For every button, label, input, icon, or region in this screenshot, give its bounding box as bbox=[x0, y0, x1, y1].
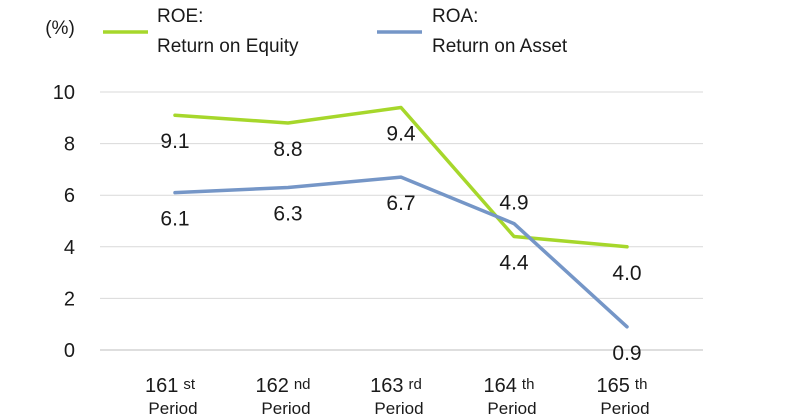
y-tick-label: 2 bbox=[64, 288, 75, 310]
data-label: 0.9 bbox=[612, 342, 641, 365]
data-label: 8.8 bbox=[273, 138, 302, 161]
legend-item-roe: ROE: Return on Equity bbox=[103, 6, 299, 57]
data-label: 6.1 bbox=[160, 208, 189, 231]
legend: ROE: Return on Equity ROA: Return on Ass… bbox=[103, 6, 568, 57]
legend-roe-line1: ROE: bbox=[157, 6, 203, 27]
y-axis: 0 2 4 6 8 10 bbox=[53, 82, 75, 362]
data-label: 4.0 bbox=[612, 262, 641, 285]
y-tick-label: 10 bbox=[53, 82, 75, 104]
data-label: 4.9 bbox=[499, 192, 528, 215]
x-tick-sublabel: Period bbox=[600, 399, 649, 418]
data-labels: 9.1 8.8 9.4 4.4 4.0 6.1 6.3 6.7 4.9 0.9 bbox=[160, 122, 641, 364]
legend-roa-line1: ROA: bbox=[432, 6, 478, 27]
y-tick-label: 0 bbox=[64, 340, 75, 362]
y-unit-label: (%) bbox=[45, 18, 75, 39]
x-tick-sublabel: Period bbox=[148, 399, 197, 418]
x-axis: 161 st Period 162 nd Period 163 rd Period 164 th Pe… bbox=[145, 375, 650, 418]
legend-item-roa: ROA: Return on Asset bbox=[377, 6, 568, 57]
series-lines bbox=[173, 105, 629, 329]
series-line-roe bbox=[173, 105, 629, 249]
data-label: 6.3 bbox=[273, 202, 302, 225]
data-label: 9.1 bbox=[160, 130, 189, 153]
x-tick-sublabel: Period bbox=[374, 399, 423, 418]
data-label: 6.7 bbox=[386, 192, 415, 215]
x-tick-sublabel: Period bbox=[487, 399, 536, 418]
y-tick-label: 6 bbox=[64, 185, 75, 207]
y-tick-label: 4 bbox=[64, 237, 75, 259]
legend-roe-line2: Return on Equity bbox=[157, 36, 299, 57]
data-label: 4.4 bbox=[499, 251, 529, 274]
legend-roa-line2: Return on Asset bbox=[432, 36, 568, 57]
gridlines bbox=[100, 91, 703, 351]
series-line-roa bbox=[173, 175, 629, 329]
y-tick-label: 8 bbox=[64, 134, 75, 156]
x-tick-sublabel: Period bbox=[261, 399, 310, 418]
data-label: 9.4 bbox=[386, 122, 416, 145]
